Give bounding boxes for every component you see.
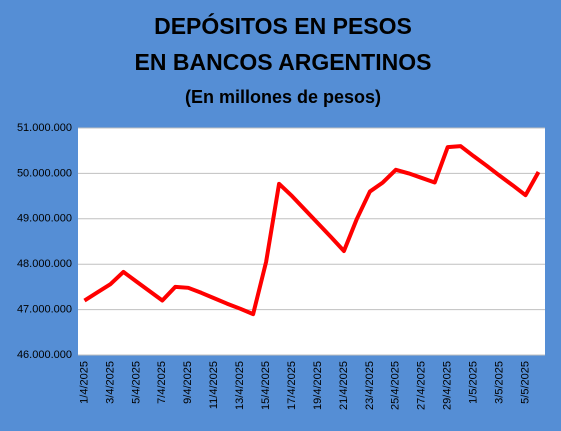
y-tick-label: 50.000.000 (17, 167, 72, 179)
data-line (83, 144, 541, 317)
chart-note: (En millones de pesos) (185, 87, 381, 107)
plot-area (78, 128, 545, 355)
x-tick-label: 13/4/2025 (234, 361, 246, 410)
x-tick-label: 27/4/2025 (416, 361, 428, 410)
x-tick-label: 1/4/2025 (78, 361, 90, 404)
x-tick-label: 5/5/2025 (519, 361, 531, 404)
y-tick-label: 49.000.000 (17, 213, 72, 225)
chart-subtitle: EN BANCOS ARGENTINOS (135, 49, 432, 75)
y-tick-label: 47.000.000 (17, 304, 72, 316)
x-tick-label: 1/5/2025 (468, 361, 480, 404)
x-tick-label: 29/4/2025 (442, 361, 454, 410)
x-tick-label: 9/4/2025 (182, 361, 194, 404)
x-tick-label: 21/4/2025 (338, 361, 350, 410)
x-tick-label: 19/4/2025 (312, 361, 324, 410)
x-tick-label: 3/4/2025 (104, 361, 116, 404)
x-tick-label: 25/4/2025 (390, 361, 402, 410)
x-tick-label: 7/4/2025 (156, 361, 168, 404)
x-tick-label: 11/4/2025 (208, 361, 220, 409)
x-tick-label: 5/4/2025 (130, 361, 142, 404)
x-tick-label: 15/4/2025 (260, 361, 272, 410)
y-tick-label: 51.000.000 (17, 122, 72, 134)
x-tick-label: 17/4/2025 (286, 361, 298, 410)
x-tick-label: 23/4/2025 (364, 361, 376, 410)
y-tick-label: 48.000.000 (17, 258, 72, 270)
y-tick-label: 46.000.000 (17, 349, 72, 361)
x-tick-label: 3/5/2025 (494, 361, 506, 404)
chart-title: DEPÓSITOS EN PESOS (154, 12, 412, 39)
